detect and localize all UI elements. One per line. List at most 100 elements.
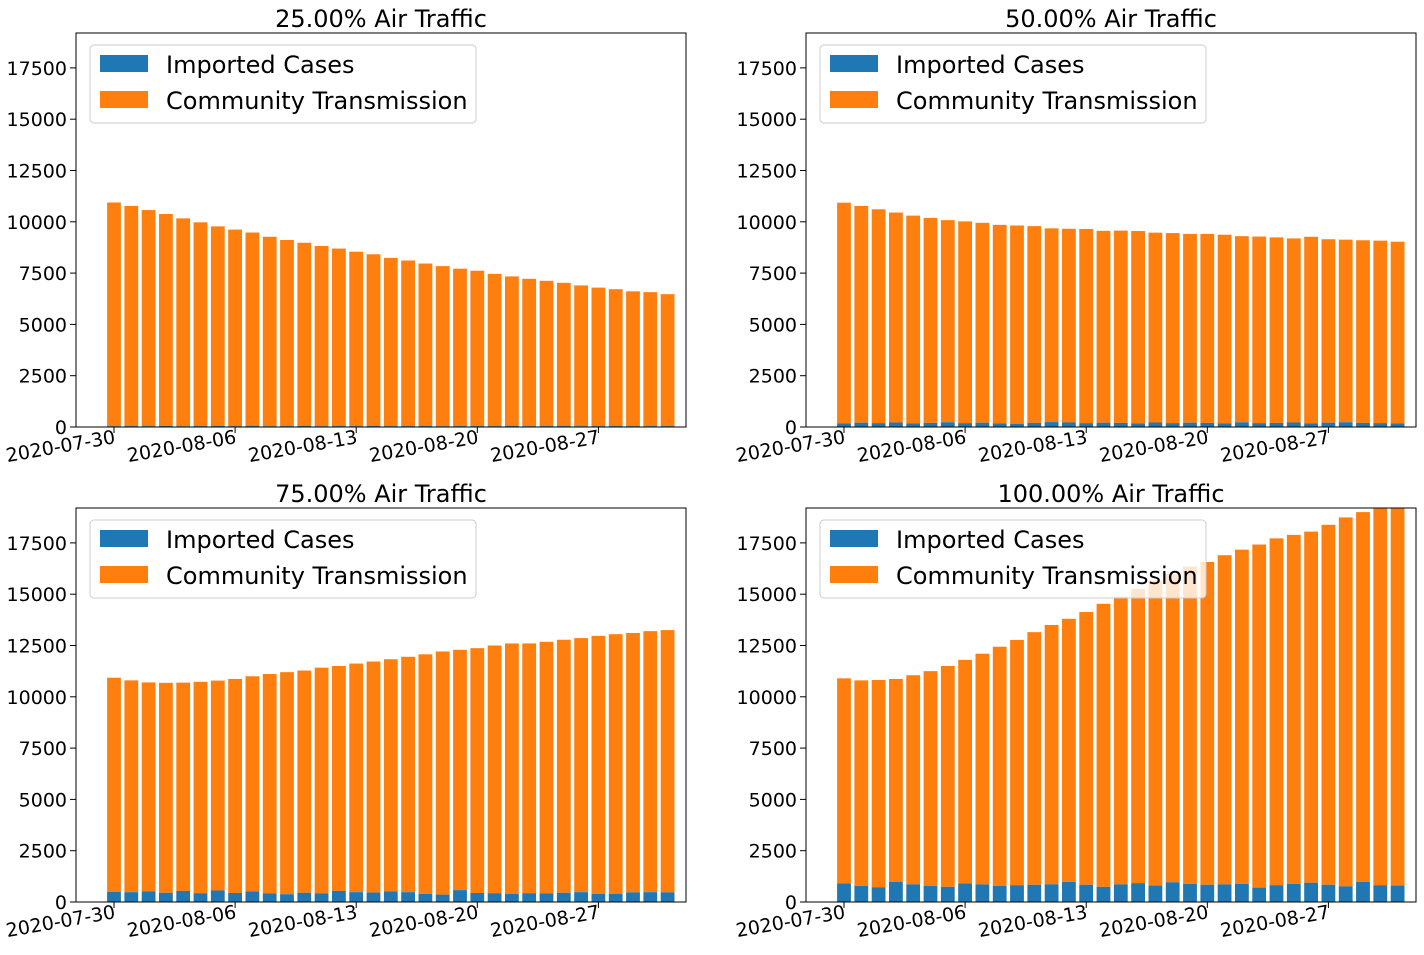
bar-community bbox=[107, 677, 121, 892]
y-tick-label: 2500 bbox=[749, 366, 797, 388]
bar-community bbox=[1252, 544, 1267, 888]
bar-community bbox=[1148, 580, 1163, 886]
bar-community bbox=[1096, 603, 1111, 887]
bar-imported bbox=[854, 422, 869, 427]
legend-label-community: Community Transmission bbox=[166, 87, 468, 115]
bar-community bbox=[1113, 596, 1128, 885]
y-tick-label: 15000 bbox=[7, 584, 67, 606]
bar-community bbox=[349, 251, 364, 427]
bar-community bbox=[906, 215, 921, 424]
bar-community bbox=[1183, 233, 1197, 423]
y-tick-label: 0 bbox=[55, 892, 67, 914]
bar-imported bbox=[1062, 881, 1076, 902]
bar-community bbox=[1235, 549, 1249, 884]
bar-imported bbox=[280, 894, 294, 902]
bar-community bbox=[1390, 241, 1405, 424]
bar-community bbox=[1338, 517, 1353, 887]
bar-imported bbox=[992, 423, 1007, 427]
x-tick-label: 2020-08-13 bbox=[977, 901, 1090, 942]
bar-community bbox=[574, 638, 588, 893]
bar-imported bbox=[1269, 422, 1284, 427]
bar-imported bbox=[608, 893, 623, 902]
legend-label-imported: Imported Cases bbox=[896, 51, 1085, 79]
chart-title: 100.00% Air Traffic bbox=[997, 480, 1224, 508]
bar-imported bbox=[1390, 885, 1405, 902]
bar-community bbox=[539, 280, 554, 427]
x-tick-label: 2020-08-20 bbox=[368, 426, 481, 467]
bar-community bbox=[245, 676, 260, 892]
bar-community bbox=[591, 635, 606, 894]
bar-imported bbox=[418, 893, 433, 902]
bar-community bbox=[1183, 566, 1197, 884]
bar-imported bbox=[1373, 885, 1388, 902]
bars bbox=[837, 202, 1405, 427]
bar-imported bbox=[1027, 884, 1042, 902]
y-tick-label: 12500 bbox=[737, 635, 797, 657]
bar-imported bbox=[159, 892, 173, 902]
y-tick-label: 17500 bbox=[7, 58, 67, 80]
bar-imported bbox=[1269, 885, 1284, 902]
chart-panel-4: 100.00% Air Traffic 0 2500 5000 7500 10000 125… bbox=[734, 480, 1417, 942]
bar-community bbox=[1200, 561, 1215, 885]
y-tick-label: 5000 bbox=[19, 314, 67, 336]
bar-community bbox=[314, 246, 329, 427]
bar-imported bbox=[1183, 883, 1197, 902]
bar-imported bbox=[1165, 423, 1180, 427]
bar-imported bbox=[626, 892, 640, 902]
bar-community bbox=[262, 236, 277, 427]
bar-community bbox=[1044, 228, 1059, 423]
legend-swatch-imported bbox=[100, 55, 148, 72]
bar-imported bbox=[159, 425, 173, 427]
bar-imported bbox=[228, 892, 242, 902]
bar-community bbox=[1390, 508, 1405, 886]
bar-community bbox=[660, 294, 675, 427]
bar-imported bbox=[314, 893, 329, 902]
x-tick-label: 2020-08-20 bbox=[1098, 901, 1211, 942]
bar-imported bbox=[1338, 422, 1353, 427]
bar-community bbox=[297, 670, 312, 893]
bar-community bbox=[332, 248, 346, 427]
bar-community bbox=[141, 210, 156, 427]
bar-community bbox=[1252, 236, 1267, 424]
x-tick-label: 2020-08-27 bbox=[489, 901, 602, 942]
bar-community bbox=[1027, 226, 1042, 423]
bar-community bbox=[210, 680, 225, 891]
bar-imported bbox=[245, 891, 260, 902]
bar-imported bbox=[923, 885, 938, 902]
bar-imported bbox=[1252, 887, 1267, 902]
bar-community bbox=[176, 218, 191, 427]
bar-imported bbox=[1113, 422, 1128, 427]
bar-community bbox=[556, 639, 571, 893]
bar-community bbox=[975, 653, 990, 885]
x-tick-label: 2020-08-27 bbox=[1219, 901, 1332, 942]
y-tick-label: 17500 bbox=[737, 58, 797, 80]
bar-community bbox=[556, 282, 571, 427]
bar-imported bbox=[1217, 884, 1232, 902]
bar-imported bbox=[366, 892, 381, 902]
bar-community bbox=[1200, 233, 1215, 423]
bar-community bbox=[401, 656, 415, 893]
bar-imported bbox=[1096, 422, 1111, 427]
legend-label-community: Community Transmission bbox=[166, 562, 468, 590]
y-tick-label: 12500 bbox=[7, 635, 67, 657]
bar-imported bbox=[1217, 423, 1232, 427]
axes-frame bbox=[75, 507, 687, 903]
bar-imported bbox=[487, 893, 502, 902]
bar-community bbox=[435, 651, 450, 895]
bar-community bbox=[487, 645, 502, 894]
bar-community bbox=[660, 630, 675, 893]
bar-community bbox=[1079, 612, 1094, 885]
legend-swatch-community bbox=[830, 91, 878, 108]
bars bbox=[107, 630, 675, 902]
bar-imported bbox=[1027, 422, 1042, 427]
y-tick-label: 2500 bbox=[19, 841, 67, 863]
bar-imported bbox=[1010, 885, 1024, 902]
bar-imported bbox=[1200, 884, 1215, 902]
chart-title: 25.00% Air Traffic bbox=[275, 5, 487, 33]
x-tick-label: 2020-08-13 bbox=[247, 901, 360, 942]
bar-community bbox=[1165, 233, 1180, 424]
bar-imported bbox=[1321, 884, 1336, 902]
y-tick-label: 5000 bbox=[19, 789, 67, 811]
legend-swatch-community bbox=[100, 566, 148, 583]
bar-imported bbox=[107, 891, 121, 902]
